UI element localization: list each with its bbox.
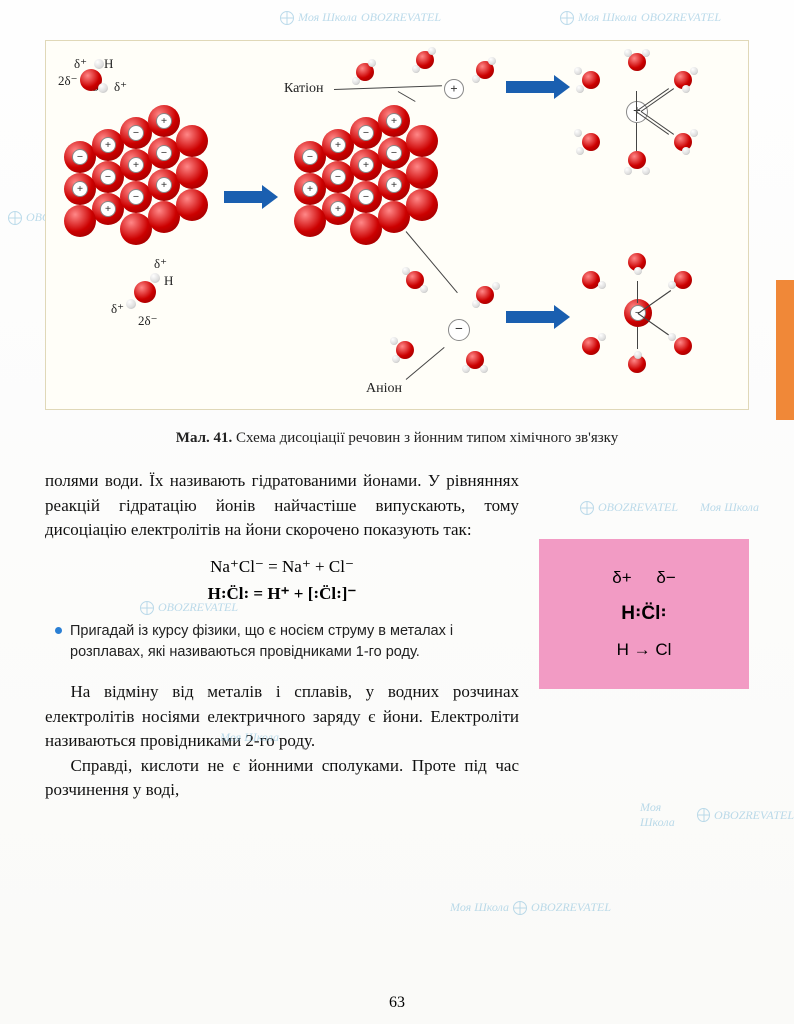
physics-note: Пригадай із курсу фізики, що є носієм ст…: [55, 621, 519, 662]
side-tab: [776, 280, 794, 420]
arrow-icon: [506, 311, 556, 323]
figure-caption: Мал. 41. Схема дисоціації речовин з йонн…: [45, 430, 749, 447]
watermark: Моя Школа OBOZREVATEL: [640, 800, 794, 830]
two-delta-minus-label: 2δ⁻: [138, 313, 158, 329]
lewis-structure: H꞉C̈l꞉: [557, 595, 731, 633]
h-label: H: [164, 273, 173, 289]
figure-label: Мал. 41.: [176, 430, 232, 446]
anion-label: Аніон: [366, 381, 402, 397]
cation-ion: +: [444, 79, 464, 99]
hydrogen-sphere: [150, 273, 160, 283]
equation-1: Na⁺Cl⁻ = Na⁺ + Cl⁻: [45, 553, 519, 580]
paragraph-1: полями води. Їх називають гідратованими …: [45, 469, 519, 543]
formula-box: δ+ δ− H꞉C̈l꞉ H → Cl: [539, 539, 749, 689]
equation-2: H꞉C̈l꞉ = H⁺ + [꞉C̈l꞉]⁻: [45, 580, 519, 607]
paragraph-2: На відміну від металів і сплавів, у водн…: [45, 680, 519, 754]
anion-ion: −: [448, 319, 470, 341]
molecular-diagram: δ⁺ 2δ⁻ H O δ⁺ − + −: [45, 40, 749, 410]
watermark: Моя Школа OBOZREVATEL: [560, 10, 721, 25]
bullet-icon: [55, 627, 62, 634]
delta-plus-label: δ⁺: [114, 79, 127, 95]
h-label: H: [104, 56, 113, 72]
cation-label: Катіон: [284, 81, 324, 97]
note-text: Пригадай із курсу фізики, що є носієм ст…: [70, 621, 519, 662]
chemical-equations: Na⁺Cl⁻ = Na⁺ + Cl⁻ H꞉C̈l꞉ = H⁺ + [꞉C̈l꞉]…: [45, 553, 519, 607]
left-column: полями води. Їх називають гідратованими …: [45, 469, 519, 803]
delta-plus-label: δ⁺: [154, 256, 167, 272]
delta-plus-label: δ⁺: [111, 301, 124, 317]
figure-caption-text: Схема дисоціації речовин з йонним типом …: [236, 430, 618, 446]
watermark: Моя Школа OBOZREVATEL: [280, 10, 441, 25]
arrow-icon: [224, 191, 264, 203]
oxygen-sphere: [134, 281, 156, 303]
hydrogen-sphere: [94, 59, 104, 69]
watermark: Моя Школа OBOZREVATEL: [450, 900, 611, 915]
delta-row: δ+ δ−: [557, 561, 731, 595]
polarity-arrow: H → Cl: [557, 633, 731, 667]
hydrogen-sphere: [98, 83, 108, 93]
content-row: полями води. Їх називають гідратованими …: [45, 469, 749, 803]
arrow-icon: [506, 81, 556, 93]
paragraph-4: Справді, кислоти не є йонними сполуками.…: [45, 754, 519, 803]
two-delta-minus-label: 2δ⁻: [58, 73, 78, 89]
right-column: δ+ δ− H꞉C̈l꞉ H → Cl: [539, 469, 749, 803]
page-number: 63: [389, 994, 405, 1012]
hydrogen-sphere: [126, 299, 136, 309]
textbook-page: Моя Школа OBOZREVATEL Моя Школа OBOZREVA…: [0, 0, 794, 1024]
